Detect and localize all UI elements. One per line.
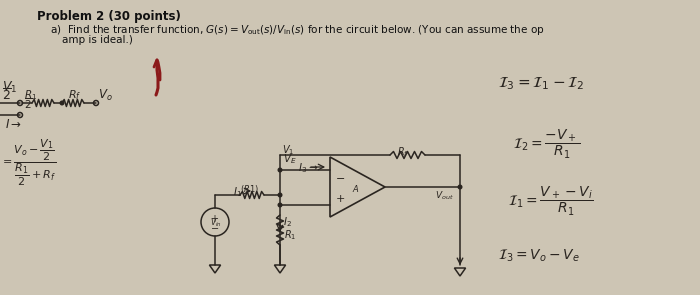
Text: $R_f$: $R_f$: [397, 145, 409, 159]
Text: $V_{out}$: $V_{out}$: [435, 190, 454, 202]
Text: $V_E$: $V_E$: [283, 152, 297, 166]
Text: $(R1)$: $(R1)$: [240, 183, 259, 195]
Text: $+$: $+$: [335, 194, 345, 204]
Text: $\overline{2}$: $\overline{2}$: [24, 96, 33, 111]
Text: $\overline{2}$: $\overline{2}$: [2, 88, 12, 104]
Text: $V_o$: $V_o$: [98, 88, 113, 103]
Text: $V_1$: $V_1$: [282, 143, 294, 157]
Text: $I_2$: $I_2$: [283, 215, 292, 229]
Text: $-$: $-$: [211, 222, 220, 232]
Text: $R_f$: $R_f$: [68, 88, 81, 102]
Text: $= \dfrac{V_o - \dfrac{V_1}{2}}{\dfrac{R_1}{2} + R_f}$: $= \dfrac{V_o - \dfrac{V_1}{2}}{\dfrac{R…: [0, 138, 56, 188]
Text: $+$: $+$: [211, 212, 220, 224]
Text: $V_{in}$: $V_{in}$: [210, 216, 222, 229]
Text: a)  Find the transfer function, $G(s) = V_{\mathrm{out}}(s)/V_{\mathrm{in}}(s)$ : a) Find the transfer function, $G(s) = V…: [50, 23, 545, 37]
Text: $A$: $A$: [352, 183, 360, 194]
Circle shape: [60, 101, 64, 105]
Text: $\mathcal{I}_2 = \dfrac{-V_+}{R_1}$: $\mathcal{I}_2 = \dfrac{-V_+}{R_1}$: [513, 128, 580, 161]
Circle shape: [278, 168, 282, 172]
Circle shape: [278, 203, 282, 207]
Text: $I_1$: $I_1$: [233, 185, 242, 199]
Text: $R_1$: $R_1$: [24, 88, 37, 102]
Text: amp is ideal.): amp is ideal.): [62, 35, 133, 45]
Text: $\mathcal{I}_3 = V_o - V_e$: $\mathcal{I}_3 = V_o - V_e$: [498, 248, 580, 264]
Text: $I \rightarrow$: $I \rightarrow$: [5, 118, 22, 131]
Text: $\mathcal{I}_1 = \dfrac{V_+ - V_i}{R_1}$: $\mathcal{I}_1 = \dfrac{V_+ - V_i}{R_1}$: [508, 185, 593, 218]
Text: $-$: $-$: [335, 172, 345, 182]
Text: $\mathcal{I}_3 = \mathcal{I}_1 - \mathcal{I}_2$: $\mathcal{I}_3 = \mathcal{I}_1 - \mathca…: [498, 75, 584, 92]
Circle shape: [278, 193, 282, 197]
Circle shape: [458, 185, 462, 189]
Text: $V_1$: $V_1$: [2, 80, 18, 95]
Text: $I_3 \rightarrow$: $I_3 \rightarrow$: [298, 161, 318, 175]
Text: Problem 2 (30 points): Problem 2 (30 points): [37, 10, 181, 23]
Text: $R_1$: $R_1$: [284, 228, 296, 242]
